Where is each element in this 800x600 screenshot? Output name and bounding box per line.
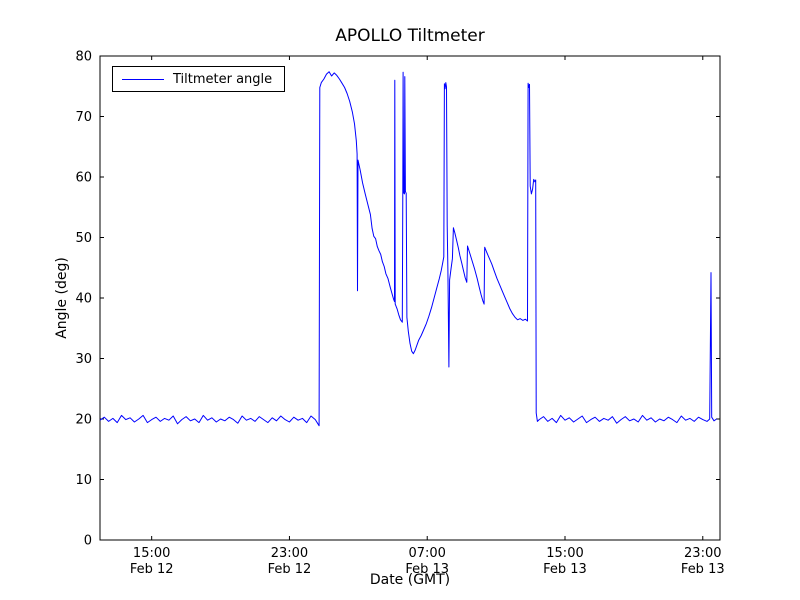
x-tick-date-label: Feb 12 xyxy=(130,562,174,577)
y-tick-label: 30 xyxy=(75,352,92,367)
x-tick-date-label: Feb 12 xyxy=(268,562,312,577)
series-line xyxy=(99,71,717,427)
legend-line-sample xyxy=(122,78,164,80)
x-tick-time-label: 23:00 xyxy=(684,546,721,561)
x-tick-time-label: 23:00 xyxy=(271,546,308,561)
y-tick-label: 0 xyxy=(84,534,92,549)
x-tick-date-label: Feb 13 xyxy=(681,562,725,577)
y-tick-label: 20 xyxy=(75,413,92,428)
x-tick-time-label: 15:00 xyxy=(133,546,170,561)
y-tick-label: 60 xyxy=(75,171,92,186)
y-tick-label: 40 xyxy=(75,292,92,307)
legend-label: Tiltmeter angle xyxy=(173,71,273,87)
x-tick-date-label: Feb 13 xyxy=(405,562,449,577)
y-tick-label: 70 xyxy=(75,110,92,125)
x-tick-time-label: 07:00 xyxy=(408,546,445,561)
y-axis-label: Angle (deg) xyxy=(54,257,70,339)
y-tick-label: 10 xyxy=(75,473,92,488)
x-axis-label: Date (GMT) xyxy=(369,572,451,588)
axes-frame xyxy=(99,55,721,541)
chart-title: APOLLO Tiltmeter xyxy=(335,26,485,46)
y-tick-label: 80 xyxy=(75,50,92,65)
x-tick-date-label: Feb 13 xyxy=(543,562,587,577)
x-tick-time-label: 15:00 xyxy=(546,546,583,561)
legend: Tiltmeter angle xyxy=(112,66,286,92)
y-tick-label: 50 xyxy=(75,231,92,246)
